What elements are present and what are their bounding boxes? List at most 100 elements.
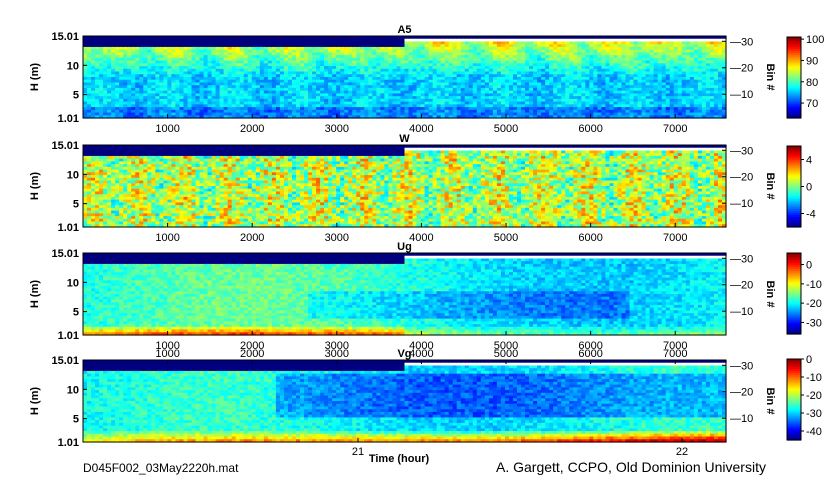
heatmap-cell bbox=[131, 101, 136, 105]
heatmap-cell bbox=[95, 90, 100, 94]
heatmap-cell bbox=[131, 36, 136, 40]
heatmap-cell bbox=[147, 98, 152, 103]
heatmap-cell bbox=[191, 63, 197, 67]
heatmap-cell bbox=[107, 66, 112, 70]
heatmap-cell bbox=[111, 93, 116, 97]
heatmap-cell bbox=[103, 101, 108, 105]
heatmap-cell bbox=[203, 98, 209, 103]
heatmap-cell bbox=[87, 90, 92, 94]
heatmap-cell bbox=[211, 79, 217, 84]
heatmap-cell bbox=[103, 57, 108, 62]
heatmap-cell bbox=[135, 66, 140, 70]
colorbar-tick-label: 70 bbox=[806, 98, 818, 110]
heatmap-cell bbox=[139, 49, 144, 53]
x-tick-label: 1000 bbox=[155, 123, 179, 135]
heatmap-cell bbox=[171, 79, 177, 84]
heatmap-cell bbox=[159, 41, 164, 45]
heatmap-cell bbox=[207, 90, 213, 94]
heatmap-cell bbox=[139, 104, 144, 108]
heatmap-cell bbox=[155, 96, 160, 100]
y-axis-label: H (m) bbox=[29, 63, 41, 91]
heatmap-cell bbox=[135, 57, 140, 62]
heatmap-cell bbox=[143, 98, 148, 103]
heatmap-cell bbox=[151, 71, 156, 75]
heatmap-cell bbox=[199, 74, 205, 78]
heatmap-cell bbox=[107, 87, 112, 92]
heatmap-cell bbox=[159, 49, 164, 53]
heatmap-cell bbox=[115, 90, 120, 94]
heatmap-cell bbox=[139, 44, 144, 48]
heatmap-cell bbox=[151, 96, 156, 100]
heatmap-cell bbox=[123, 55, 128, 59]
heatmap-cell bbox=[115, 93, 120, 97]
heatmap-cell bbox=[159, 82, 164, 86]
heatmap-cell bbox=[211, 36, 217, 40]
heatmap-cell bbox=[167, 46, 173, 51]
heatmap-cell bbox=[91, 55, 96, 59]
heatmap-cell bbox=[159, 87, 164, 92]
heatmap-cell bbox=[143, 96, 148, 100]
heatmap-cell bbox=[191, 49, 197, 53]
heatmap-cell bbox=[139, 85, 144, 89]
heatmap-cell bbox=[139, 41, 144, 45]
heatmap-cell bbox=[139, 87, 144, 92]
heatmap-cell bbox=[127, 82, 132, 86]
heatmap-cell bbox=[171, 104, 177, 108]
heatmap-cell bbox=[199, 71, 205, 75]
heatmap-cell bbox=[191, 85, 197, 89]
heatmap-cell bbox=[127, 90, 132, 94]
heatmap-cell bbox=[187, 77, 193, 81]
heatmap-cell bbox=[151, 98, 156, 103]
heatmap-cell bbox=[179, 85, 185, 89]
heatmap-cell bbox=[163, 44, 168, 48]
heatmap-cell bbox=[151, 85, 156, 89]
heatmap-cell bbox=[123, 85, 128, 89]
heatmap-cell bbox=[123, 63, 128, 67]
heatmap-cell bbox=[147, 90, 152, 94]
heatmap-cell bbox=[91, 79, 96, 84]
heatmap-cell bbox=[147, 60, 152, 64]
heatmap-cell bbox=[143, 85, 148, 89]
heatmap-cell bbox=[203, 74, 209, 78]
heatmap-cell bbox=[175, 52, 181, 56]
heatmap-cell bbox=[119, 46, 124, 51]
heatmap-cell bbox=[143, 71, 148, 75]
heatmap-cell bbox=[147, 74, 152, 78]
heatmap-cell bbox=[203, 112, 209, 116]
heatmap-cell bbox=[95, 85, 100, 89]
heatmap-cell bbox=[203, 104, 209, 108]
heatmap-cell bbox=[171, 38, 177, 43]
heatmap-cell bbox=[135, 74, 140, 78]
heatmap-cell bbox=[143, 38, 148, 43]
heatmap-cell bbox=[179, 104, 185, 108]
heatmap-cell bbox=[203, 101, 209, 105]
heatmap-cell bbox=[151, 115, 156, 119]
heatmap-cell bbox=[211, 93, 217, 97]
heatmap-cell bbox=[167, 115, 173, 119]
heatmap-cell bbox=[83, 101, 88, 105]
heatmap-cell bbox=[91, 66, 96, 70]
heatmap-cell bbox=[95, 55, 100, 59]
heatmap-cell bbox=[87, 52, 92, 56]
heatmap-cell bbox=[183, 44, 189, 48]
heatmap-cell bbox=[143, 109, 148, 114]
heatmap-cell bbox=[119, 101, 124, 105]
heatmap-cell bbox=[207, 77, 213, 81]
heatmap-cell bbox=[147, 49, 152, 53]
heatmap-cell bbox=[199, 41, 205, 45]
heatmap-cell bbox=[103, 36, 108, 40]
heatmap-cell bbox=[95, 57, 100, 62]
heatmap-cell bbox=[91, 77, 96, 81]
heatmap-cell bbox=[91, 38, 96, 43]
heatmap-cell bbox=[179, 90, 185, 94]
heatmap-cell bbox=[107, 71, 112, 75]
heatmap-cell bbox=[135, 85, 140, 89]
heatmap-cell bbox=[179, 96, 185, 100]
heatmap-cell bbox=[207, 79, 213, 84]
heatmap-cell bbox=[159, 98, 164, 103]
heatmap-cell bbox=[163, 85, 168, 89]
heatmap-cell bbox=[175, 38, 181, 43]
heatmap-cell bbox=[191, 101, 197, 105]
heatmap-cell bbox=[183, 101, 189, 105]
